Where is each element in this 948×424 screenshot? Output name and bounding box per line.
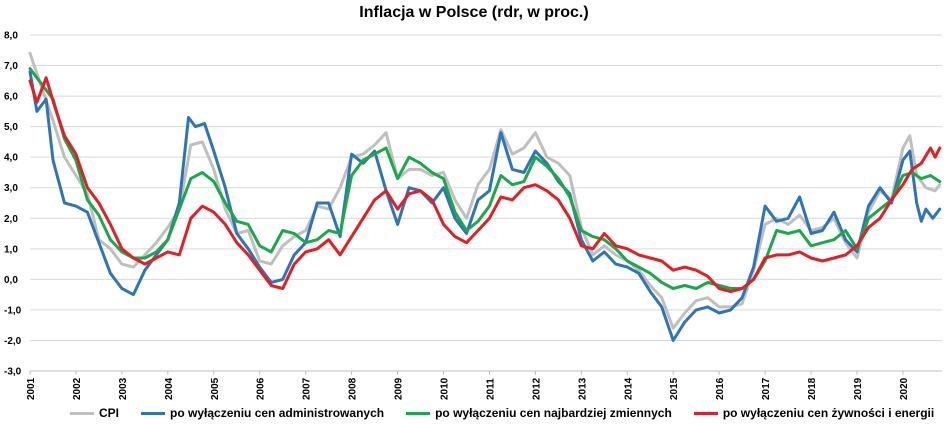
x-tick-label: 2003 [118,377,129,400]
legend-item: po wyłączeniu cen najbardziej zmiennych [406,406,672,420]
x-tick-label: 2011 [485,378,496,400]
legend-swatch [693,411,718,415]
legend-label: po wyłączeniu cen żywności i energii [722,406,935,420]
y-tick-label: 4,0 [4,153,18,164]
x-tick-label: 2005 [210,377,221,400]
x-tick-label: 2019 [853,377,864,400]
x-tick-label: 2004 [164,377,175,400]
y-tick-label: -1,0 [4,305,22,316]
y-tick-label: 3,0 [4,183,18,194]
x-tick-label: 2015 [669,377,680,400]
x-tick-label: 2013 [577,377,588,400]
x-tick-label: 2018 [807,377,818,400]
x-tick-label: 2002 [72,377,83,400]
legend-item: po wyłączeniu cen administrowanych [141,406,384,420]
legend-item: po wyłączeniu cen żywności i energii [693,406,935,420]
x-tick-label: 2009 [394,377,405,400]
x-tick-label: 2001 [26,377,37,400]
x-tick-label: 2006 [256,377,267,400]
legend-swatch [406,411,431,415]
y-tick-label: 7,0 [4,61,18,72]
x-tick-label: 2017 [761,377,772,400]
legend-swatch [141,411,166,415]
x-tick-label: 2014 [623,377,634,400]
y-tick-label: 6,0 [4,92,18,103]
legend-label: CPI [99,406,120,420]
legend-swatch [70,411,94,415]
y-tick-label: 0,0 [4,275,18,286]
y-tick-label: 8,0 [4,31,18,42]
legend-label: po wyłączeniu cen najbardziej zmiennych [435,406,672,420]
chart-legend: CPI po wyłączeniu cen administrowanych po … [70,404,934,422]
x-tick-label: 2016 [715,377,726,400]
x-tick-label: 2020 [899,377,910,400]
series-line-1 [28,51,942,330]
x-tick-label: 2010 [440,377,451,400]
legend-item: CPI [70,406,119,420]
x-tick-label: 2012 [531,377,542,400]
chart-title: Inflacja w Polsce (rdr, w proc.) [359,4,589,21]
series-line-4 [28,76,942,294]
y-tick-label: -2,0 [4,336,22,347]
y-tick-label: 2,0 [4,214,18,225]
y-tick-label: 1,0 [4,244,18,255]
x-tick-label: 2008 [348,377,359,400]
legend-label: po wyłączeniu cen administrowanych [170,406,385,420]
x-tick-label: 2007 [302,377,313,400]
series-line-3 [28,67,942,290]
y-tick-label: -3,0 [4,367,22,378]
series-line-2 [28,70,942,342]
y-tick-label: 5,0 [4,122,18,133]
